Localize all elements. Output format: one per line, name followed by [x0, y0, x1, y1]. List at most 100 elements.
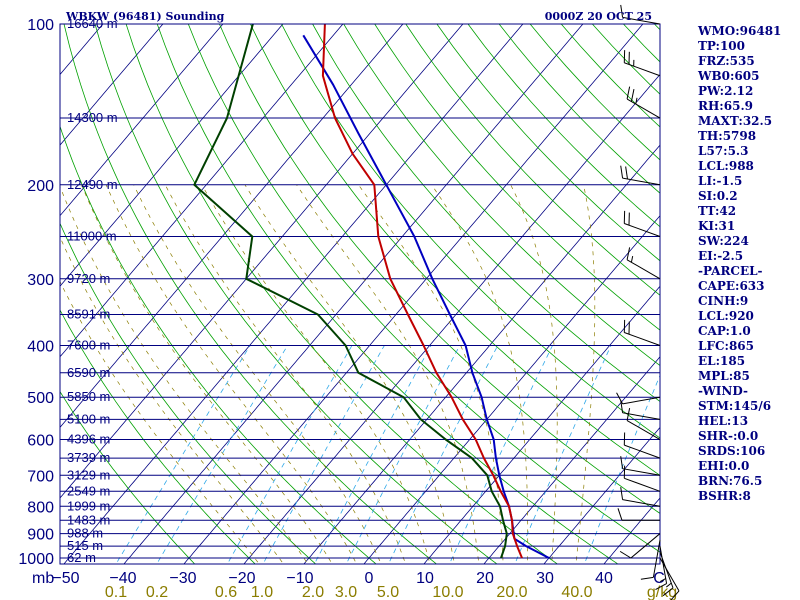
- pressure-axis: 100 200 300 400 500 600 700 800 900 1000 mb: [18, 17, 54, 587]
- temperature-tick-label: 40: [595, 570, 613, 587]
- isotherm: [123, 24, 584, 564]
- plot-frame: [59, 23, 661, 565]
- isotherm: [603, 497, 660, 564]
- chart-title: WBKW (96481) Sounding: [65, 10, 225, 23]
- height-label: 8591 m: [67, 307, 110, 322]
- barb-flag: [619, 550, 632, 559]
- temperature-axis: −50 −40 −30 −20 −10 0 10 20 30 40 C: [52, 570, 664, 587]
- dry-adiabat: [592, 24, 660, 95]
- dry-adiabat: [560, 24, 660, 128]
- index-line: SI:0.2: [698, 189, 738, 203]
- sounding-indices: WMO:96481TP:100FRZ:535WB0:605PW:2.12RH:6…: [697, 24, 781, 503]
- height-label: 11000 m: [67, 229, 117, 244]
- index-line: LCL:920: [698, 309, 754, 323]
- index-line: -PARCEL-: [698, 264, 763, 278]
- wind-barb-icon: [620, 4, 661, 25]
- height-label: 988 m: [67, 526, 103, 541]
- index-line: SHR-:0.0: [698, 429, 758, 443]
- isotherm: [60, 24, 464, 499]
- mixing-ratio-axis: 0.1 0.2 0.6 1.0 2.0 3.0 5.0 10.0 20.0 40.0 g/kg: [105, 584, 677, 600]
- wind-barb-icon: [616, 392, 661, 405]
- index-line: CAPE:633: [698, 279, 765, 293]
- index-line: TT:42: [698, 204, 736, 218]
- mixing-ratio-line: [387, 345, 499, 564]
- mixing-ratio-line: [448, 345, 553, 564]
- height-labels: 16640 m 14300 m 12490 m 11000 m 9720 m 8591 m…: [67, 16, 118, 565]
- index-line: STM:145/6: [698, 399, 771, 413]
- barb-staff: [622, 16, 661, 25]
- pressure-tick-label: 100: [27, 17, 54, 34]
- wind-profile: [616, 4, 680, 600]
- index-line: SW:224: [698, 234, 749, 248]
- index-line: EHI:0.0: [698, 459, 749, 473]
- diagram-grid: [0, 24, 660, 569]
- index-line: LFC:865: [698, 339, 754, 353]
- moist-adiabat: [296, 184, 480, 564]
- pressure-tick-label: 1000: [18, 551, 54, 568]
- index-line: CINH:9: [698, 294, 748, 308]
- mixing-ratio-line: [313, 345, 432, 564]
- mixing-ratio-tick-label: 0.1: [105, 584, 127, 600]
- dry-adiabat: [250, 24, 660, 476]
- isotherm: [183, 24, 644, 564]
- barb-flag: [625, 166, 628, 180]
- barb-staff: [652, 539, 661, 578]
- barb-staff: [622, 499, 661, 507]
- index-line: BSHR:8: [698, 489, 751, 503]
- height-label: 16640 m: [67, 16, 118, 31]
- barb-staff: [626, 420, 661, 440]
- index-line: MPL:85: [698, 369, 750, 383]
- mixing-ratio-tick-label: 5.0: [377, 584, 399, 600]
- mixing-ratio-tick-label: 0.2: [146, 584, 168, 600]
- dry-adiabat: [60, 125, 377, 564]
- height-label: 9720 m: [67, 271, 110, 286]
- mixing-ratio-line: [345, 345, 461, 564]
- index-line: PW:2.12: [698, 84, 753, 98]
- dry-adiabat: [156, 24, 619, 564]
- wind-barb-icon: [623, 432, 661, 459]
- wind-barb-icon: [623, 465, 661, 492]
- wind-barb-icon: [640, 539, 661, 580]
- moist-adiabat: [431, 184, 529, 564]
- height-label: 14300 m: [67, 110, 118, 125]
- mixing-ratio-tick-label: 0.6: [215, 584, 237, 600]
- isotherm: [303, 144, 660, 564]
- moist-adiabat: [510, 184, 558, 564]
- temperature-tick-label: 20: [476, 570, 494, 587]
- temperature-line: [321, 24, 523, 559]
- barb-flag: [617, 508, 623, 521]
- index-line: MAXT:32.5: [698, 114, 772, 128]
- height-label: 5850 m: [67, 389, 110, 404]
- height-label: 1999 m: [67, 498, 110, 513]
- pressure-tick-label: 700: [27, 468, 54, 485]
- wind-barb-icon: [626, 86, 661, 119]
- index-line: -WIND-: [698, 384, 748, 398]
- barb-staff: [626, 98, 661, 119]
- dry-adiabat: [60, 222, 317, 564]
- height-label: 5100 m: [67, 411, 110, 426]
- moist-adiabat: [244, 184, 455, 564]
- barb-flag: [620, 456, 624, 469]
- barb-flag: [620, 165, 624, 179]
- barb-flag: [626, 408, 631, 421]
- index-line: TH:5798: [698, 129, 756, 143]
- isotherm: [0, 24, 43, 569]
- barb-staff: [622, 177, 661, 186]
- moist-adiabat: [105, 184, 358, 564]
- height-label: 1483 m: [67, 512, 110, 527]
- temperature-tick-label: −30: [169, 570, 196, 587]
- isotherm: [60, 24, 284, 287]
- wind-barb-icon: [623, 210, 661, 237]
- mixing-ratio-tick-label: 1.0: [251, 584, 273, 600]
- index-line: L57:5.3: [698, 144, 748, 158]
- wind-barb-icon: [620, 456, 661, 476]
- mixing-ratio-line: [226, 345, 353, 564]
- barb-staff: [624, 62, 661, 77]
- mixing-ratio-tick-label: 20.0: [496, 584, 527, 600]
- pressure-tick-label: 900: [27, 527, 54, 544]
- moist-adiabat: [81, 184, 333, 564]
- moist-adiabat: [358, 184, 504, 564]
- temperature-tick-label: −10: [286, 570, 313, 587]
- mixing-ratio-tick-label: 40.0: [561, 584, 592, 600]
